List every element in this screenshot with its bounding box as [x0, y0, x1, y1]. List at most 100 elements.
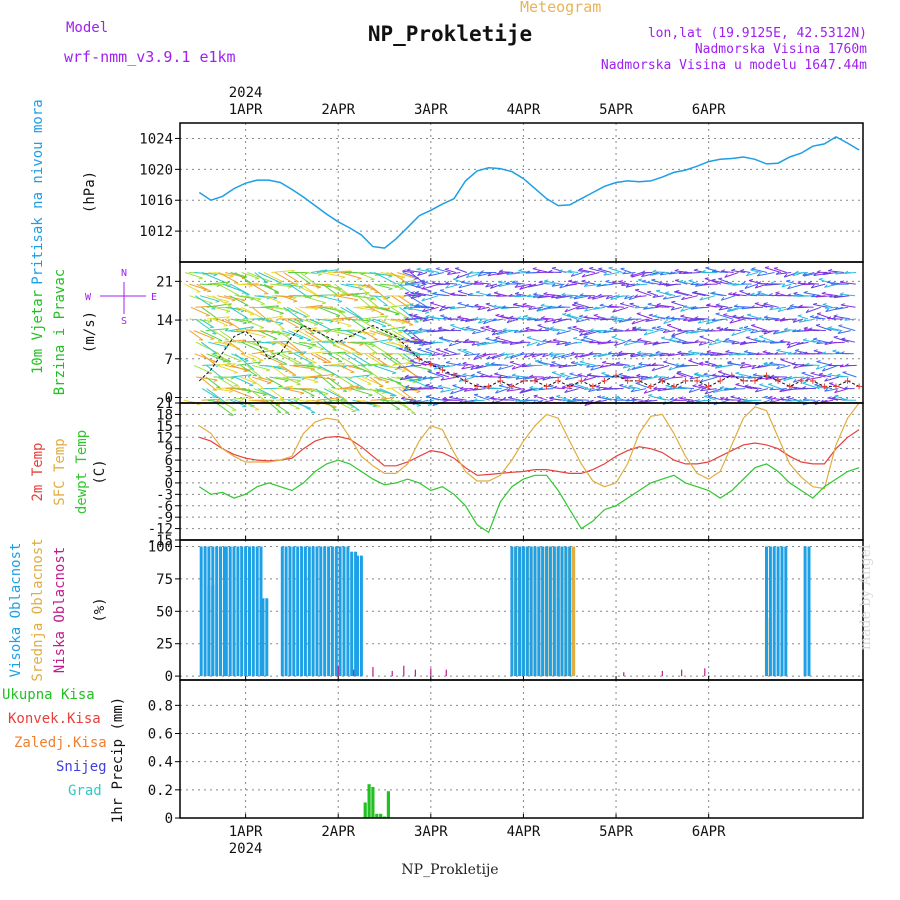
wind-arrow-head	[525, 326, 530, 329]
wind-arrow	[708, 341, 722, 346]
wind-arrow-head	[430, 315, 435, 318]
wind-arrow-head	[385, 381, 390, 384]
wind-arrow	[641, 272, 659, 278]
wind-arrow	[774, 353, 787, 355]
wind-arrow	[587, 374, 606, 378]
wind-arrow-head	[501, 352, 505, 356]
wind-arrow	[671, 376, 683, 379]
compass-west: W	[85, 292, 92, 303]
wind-arrow	[263, 283, 280, 294]
wind-arrow	[786, 341, 798, 346]
wind-arrow-head	[628, 296, 633, 301]
wind-arrow	[656, 304, 675, 308]
wind-arrow-head	[534, 317, 539, 322]
wind-arrow-head	[573, 301, 578, 304]
wind-arrow	[844, 272, 857, 274]
wind-arrow-head	[835, 271, 840, 275]
wind-arrow-head	[389, 353, 394, 357]
wind-arrow-head	[637, 278, 643, 281]
y-tick-label-clouds: 75	[156, 572, 173, 588]
wind-arrow	[715, 304, 729, 308]
wind-arrow	[480, 327, 491, 332]
wind-arrow	[806, 376, 822, 381]
wind-arrow	[222, 376, 239, 386]
wind-arrow-head	[412, 331, 416, 335]
wind-arrow-head	[718, 307, 723, 311]
wind-arrow-head	[261, 336, 266, 339]
wind-arrow-head	[485, 337, 490, 340]
wind-arrow	[397, 272, 418, 280]
wind-arrow	[810, 372, 826, 378]
wind-arrow	[670, 306, 682, 311]
wind-arrow	[230, 374, 252, 378]
wind-arrow-head	[561, 354, 565, 359]
wind-arrow-head	[579, 314, 584, 317]
wind-arrow	[380, 272, 405, 279]
wind-arrow-head	[640, 377, 645, 381]
sfc-temp-axis-title: SFC Temp	[52, 438, 68, 505]
wind-arrow-head	[404, 317, 409, 321]
wind-arrow-head	[593, 313, 598, 316]
wind-arrow	[211, 353, 231, 362]
wind-arrow-head	[490, 396, 495, 399]
high-cloud-bar	[330, 546, 334, 677]
wind-arrow	[696, 399, 712, 402]
wind-arrow-head	[602, 329, 607, 334]
wind-arrow	[287, 399, 311, 409]
wind-arrow	[577, 270, 590, 273]
wind-arrow	[493, 340, 508, 343]
wind-arrow-head	[429, 301, 435, 304]
wind-arrow-head	[682, 340, 686, 345]
wind-arrow-head	[597, 341, 602, 345]
wind-arrow	[247, 341, 269, 350]
wind-arrow	[550, 398, 566, 401]
wind-arrow-head	[279, 322, 284, 326]
wind-arrow-head	[229, 324, 234, 326]
wind-arrow	[525, 328, 539, 332]
wind-arrow-head	[819, 399, 824, 403]
wind-arrow	[217, 295, 236, 301]
wind-arrow	[462, 374, 479, 378]
wind-arrow-head	[388, 338, 393, 342]
wind-arrow-head	[667, 353, 672, 357]
wind-arrow-head	[675, 364, 680, 368]
wind-arrow-head	[732, 292, 737, 295]
wind-arrow	[680, 315, 695, 320]
wind-arrow-head	[497, 375, 502, 379]
wind-arrow-head	[421, 297, 425, 302]
wind-arrow-head	[440, 377, 445, 381]
wind-arrow-head	[802, 338, 807, 341]
wind-arrow-head	[487, 272, 492, 277]
wind-arrow-head	[566, 399, 571, 403]
wind-arrow	[310, 353, 328, 363]
wind-arrow	[381, 353, 399, 365]
wind-arrow-head	[465, 318, 469, 322]
wind-arrow	[386, 364, 406, 372]
wind-arrow	[686, 353, 699, 356]
wind-arrow-head	[736, 352, 741, 356]
wind-arrow-head	[753, 337, 758, 340]
wind-arrow-head	[769, 306, 774, 311]
wind-arrow-head	[242, 322, 247, 325]
wind-arrow-head	[761, 329, 766, 333]
wind-arrow-head	[570, 273, 575, 277]
high-cloud-bar	[224, 546, 228, 677]
wind-arrow	[234, 353, 255, 370]
wind-arrow-head	[660, 336, 666, 339]
wind-arrow-head	[637, 326, 642, 330]
wind-arrow-head	[785, 398, 790, 402]
wind-arrow	[700, 388, 717, 392]
wind-arrow	[362, 315, 389, 320]
wind-arrow	[513, 304, 531, 308]
wind-arrow-head	[813, 349, 818, 352]
wind-arrow-head	[616, 353, 621, 357]
wind-arrow-head	[421, 283, 426, 285]
wind-arrow-head	[569, 372, 574, 375]
wind-arrow-head	[574, 354, 579, 358]
wind-arrow	[303, 341, 325, 350]
wind-arrow-head	[616, 294, 620, 298]
wind-arrow	[350, 318, 367, 330]
wind-arrow	[219, 330, 237, 343]
wind-arrow-head	[450, 390, 454, 395]
wind-arrow-head	[815, 294, 820, 298]
